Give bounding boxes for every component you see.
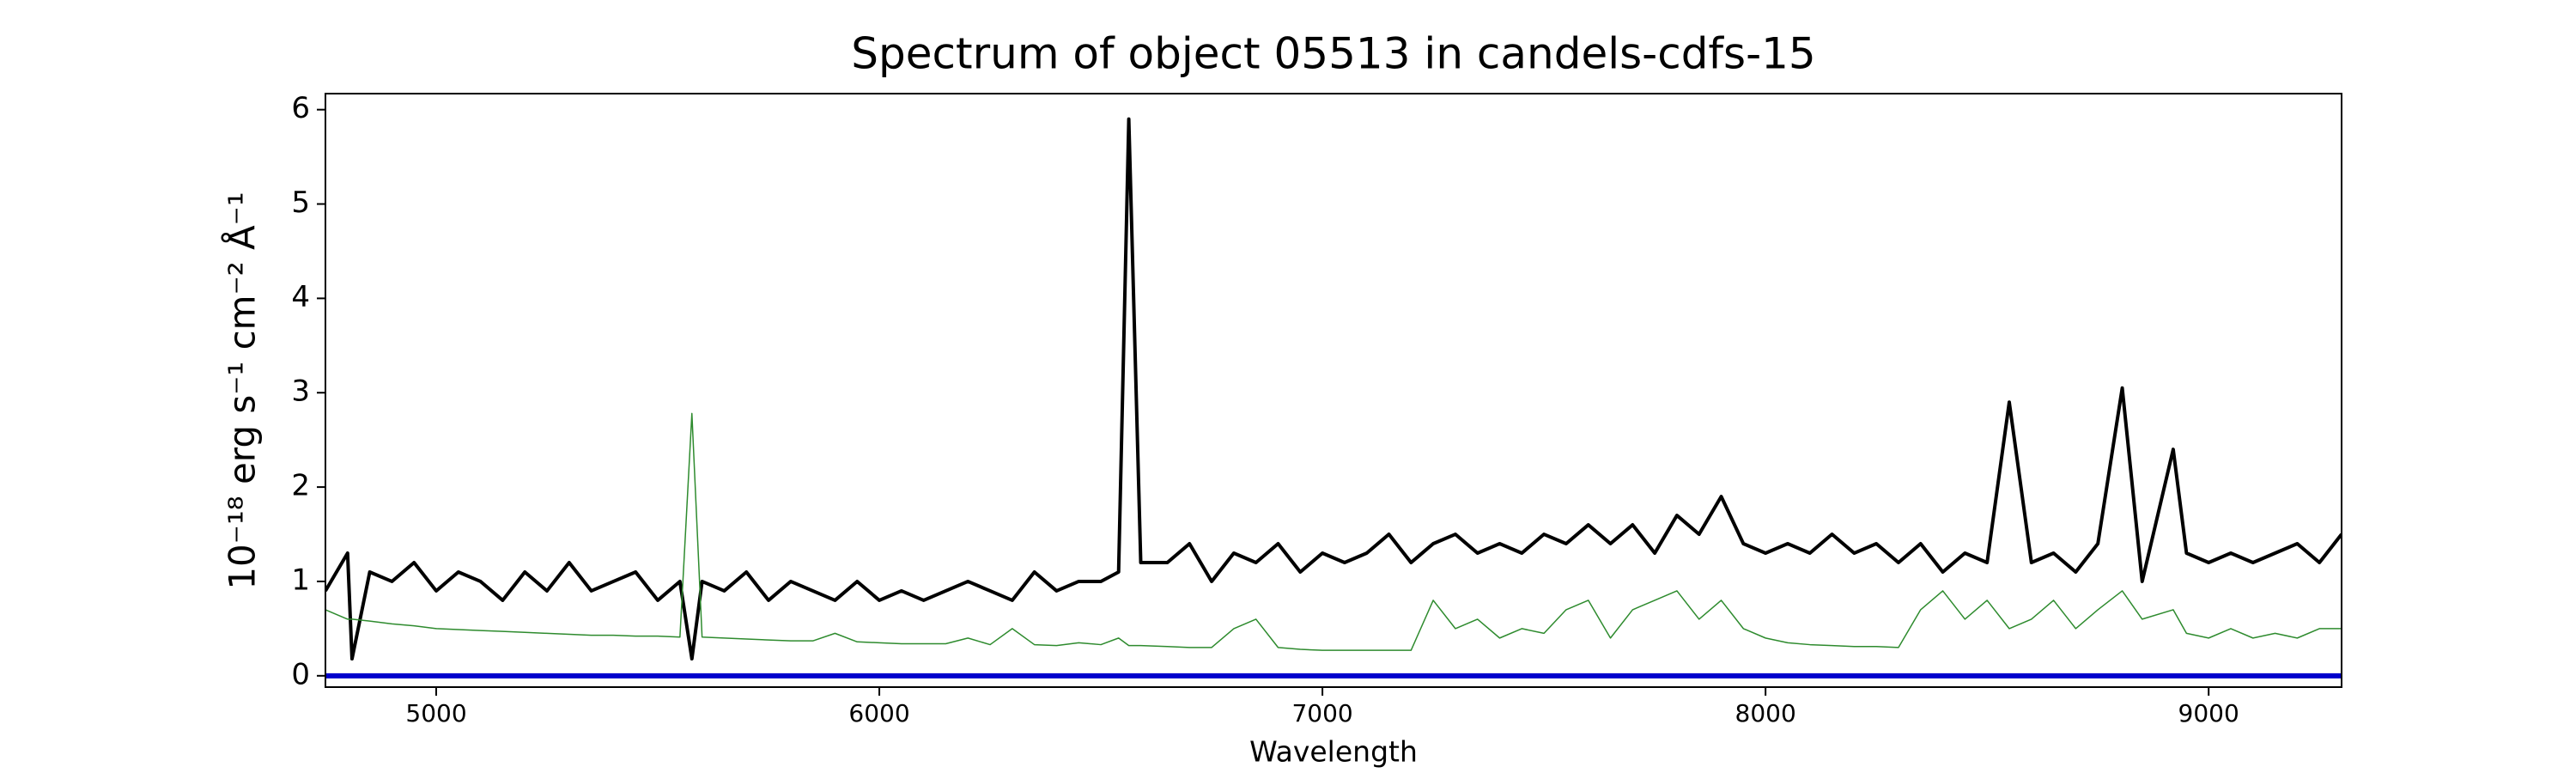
y-tick-label: 4 (291, 280, 310, 314)
x-tick-label: 8000 (1735, 699, 1796, 727)
x-tick-label: 6000 (848, 699, 909, 727)
x-tick-label: 9000 (2178, 699, 2239, 727)
x-tick-label: 5000 (405, 699, 466, 727)
chart-title: Spectrum of object 05513 in candels-cdfs… (851, 29, 1816, 79)
y-tick-label: 2 (291, 469, 310, 503)
spectrum-line (325, 117, 2342, 661)
plot-frame (325, 93, 2342, 688)
x-tick-label: 7000 (1291, 699, 1352, 727)
y-tick-label: 3 (291, 374, 310, 409)
spectrum-line (325, 412, 2342, 651)
y-tick-label: 6 (291, 91, 310, 125)
x-axis-label: Wavelength (1249, 735, 1418, 769)
y-tick-label: 0 (291, 657, 310, 691)
y-axis-label: 10⁻¹⁸ erg s⁻¹ cm⁻² Å⁻¹ (221, 192, 264, 589)
y-tick-label: 1 (291, 563, 310, 597)
y-tick-label: 5 (291, 186, 310, 220)
